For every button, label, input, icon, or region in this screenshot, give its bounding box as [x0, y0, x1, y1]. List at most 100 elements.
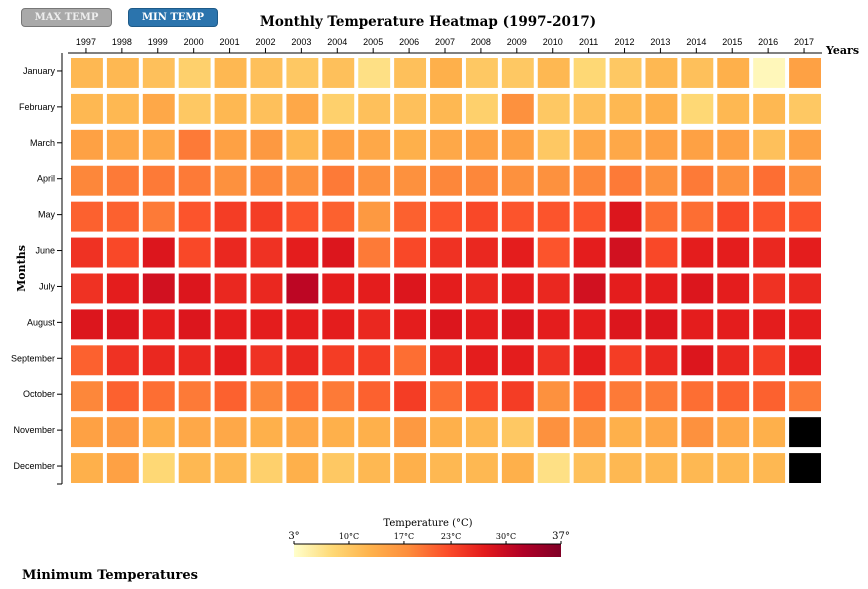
heatmap-cell[interactable]	[178, 129, 211, 160]
heatmap-cell[interactable]	[430, 381, 462, 412]
heatmap-cell[interactable]	[106, 381, 139, 412]
heatmap-cell[interactable]	[501, 381, 534, 412]
heatmap-cell[interactable]	[573, 309, 606, 340]
heatmap-cell[interactable]	[358, 165, 391, 196]
heatmap-cell[interactable]	[573, 417, 606, 448]
heatmap-cell[interactable]	[358, 129, 391, 160]
heatmap-cell[interactable]	[789, 129, 821, 160]
heatmap-cell[interactable]	[214, 273, 247, 304]
heatmap-cell[interactable]	[645, 453, 678, 483]
heatmap-cell[interactable]	[322, 129, 355, 160]
heatmap-cell[interactable]	[358, 237, 391, 268]
heatmap-cell[interactable]	[430, 93, 462, 124]
heatmap-cell[interactable]	[250, 417, 283, 448]
heatmap-cell[interactable]	[789, 273, 821, 304]
heatmap-cell[interactable]	[142, 417, 175, 448]
heatmap-cell[interactable]	[537, 237, 570, 268]
heatmap-cell[interactable]	[178, 93, 211, 124]
heatmap-cell[interactable]	[537, 453, 570, 483]
heatmap-cell[interactable]	[681, 381, 714, 412]
heatmap-cell[interactable]	[573, 165, 606, 196]
heatmap-cell[interactable]	[394, 58, 427, 88]
heatmap-cell[interactable]	[681, 129, 714, 160]
heatmap-cell[interactable]	[501, 273, 534, 304]
heatmap-cell[interactable]	[394, 129, 427, 160]
heatmap-cell[interactable]	[645, 93, 678, 124]
heatmap-cell[interactable]	[430, 58, 462, 88]
heatmap-cell[interactable]	[573, 381, 606, 412]
heatmap-cell[interactable]	[681, 237, 714, 268]
heatmap-cell[interactable]	[142, 129, 175, 160]
heatmap-cell[interactable]	[789, 309, 821, 340]
heatmap-cell[interactable]	[142, 309, 175, 340]
heatmap-cell[interactable]	[789, 201, 821, 232]
heatmap-cell[interactable]	[609, 129, 642, 160]
heatmap-cell[interactable]	[71, 309, 103, 340]
heatmap-cell[interactable]	[358, 381, 391, 412]
heatmap-cell[interactable]	[537, 273, 570, 304]
heatmap-cell[interactable]	[430, 417, 462, 448]
heatmap-cell[interactable]	[106, 345, 139, 376]
heatmap-cell[interactable]	[214, 309, 247, 340]
heatmap-cell[interactable]	[717, 93, 750, 124]
heatmap-cell[interactable]	[250, 165, 283, 196]
heatmap-cell[interactable]	[501, 453, 534, 483]
heatmap-cell[interactable]	[322, 381, 355, 412]
heatmap-cell[interactable]	[609, 165, 642, 196]
heatmap-cell[interactable]	[465, 345, 498, 376]
heatmap-cell[interactable]	[717, 309, 750, 340]
heatmap-cell[interactable]	[537, 417, 570, 448]
heatmap-cell[interactable]	[178, 201, 211, 232]
heatmap-cell[interactable]	[322, 201, 355, 232]
heatmap-cell[interactable]	[609, 93, 642, 124]
heatmap-cell[interactable]	[465, 58, 498, 88]
heatmap-cell[interactable]	[465, 129, 498, 160]
heatmap-cell[interactable]	[286, 309, 319, 340]
heatmap-cell[interactable]	[537, 381, 570, 412]
heatmap-cell[interactable]	[178, 309, 211, 340]
heatmap-cell[interactable]	[465, 417, 498, 448]
heatmap-cell[interactable]	[214, 58, 247, 88]
heatmap-cell[interactable]	[71, 165, 103, 196]
heatmap-cell[interactable]	[286, 93, 319, 124]
heatmap-cell[interactable]	[71, 237, 103, 268]
heatmap-cell[interactable]	[322, 273, 355, 304]
heatmap-cell[interactable]	[322, 417, 355, 448]
heatmap-cell[interactable]	[430, 201, 462, 232]
heatmap-cell[interactable]	[322, 58, 355, 88]
heatmap-cell[interactable]	[322, 237, 355, 268]
heatmap-cell[interactable]	[465, 273, 498, 304]
heatmap-cell[interactable]	[71, 345, 103, 376]
heatmap-cell[interactable]	[358, 273, 391, 304]
heatmap-cell[interactable]	[789, 93, 821, 124]
heatmap-cell[interactable]	[465, 165, 498, 196]
heatmap-cell[interactable]	[753, 237, 786, 268]
heatmap-cell[interactable]	[645, 345, 678, 376]
heatmap-cell[interactable]	[322, 93, 355, 124]
heatmap-cell[interactable]	[322, 345, 355, 376]
heatmap-cell[interactable]	[358, 345, 391, 376]
heatmap-cell[interactable]	[789, 453, 821, 483]
heatmap-cell[interactable]	[394, 201, 427, 232]
heatmap-cell[interactable]	[214, 129, 247, 160]
heatmap-cell[interactable]	[214, 381, 247, 412]
heatmap-cell[interactable]	[537, 129, 570, 160]
heatmap-cell[interactable]	[178, 273, 211, 304]
heatmap-cell[interactable]	[286, 273, 319, 304]
heatmap-cell[interactable]	[394, 453, 427, 483]
heatmap-cell[interactable]	[394, 273, 427, 304]
heatmap-cell[interactable]	[178, 417, 211, 448]
heatmap-cell[interactable]	[430, 273, 462, 304]
heatmap-cell[interactable]	[286, 237, 319, 268]
heatmap-cell[interactable]	[286, 165, 319, 196]
heatmap-cell[interactable]	[106, 417, 139, 448]
heatmap-cell[interactable]	[322, 453, 355, 483]
heatmap-cell[interactable]	[753, 309, 786, 340]
heatmap-cell[interactable]	[573, 237, 606, 268]
heatmap-cell[interactable]	[681, 309, 714, 340]
heatmap-cell[interactable]	[681, 201, 714, 232]
heatmap-cell[interactable]	[322, 165, 355, 196]
heatmap-cell[interactable]	[789, 165, 821, 196]
heatmap-cell[interactable]	[358, 93, 391, 124]
heatmap-cell[interactable]	[501, 201, 534, 232]
